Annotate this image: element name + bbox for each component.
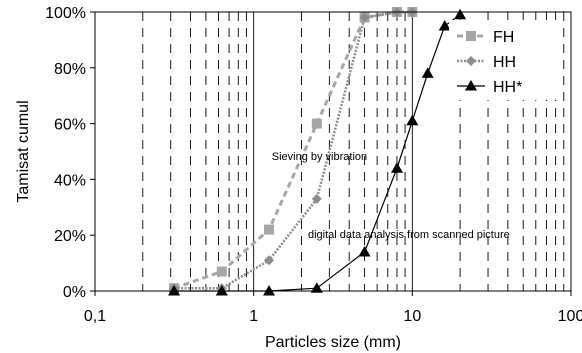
data-point [358, 245, 371, 257]
x-tick-label: 0,1 [84, 308, 106, 325]
x-axis-title: Particles size (mm) [265, 334, 401, 351]
y-tick-label: 40% [54, 172, 86, 189]
x-tick-label: 1 [249, 308, 258, 325]
data-point [264, 224, 275, 235]
annotation-text: digital data analysis from scanned pictu… [308, 229, 510, 241]
grid-layer [142, 12, 565, 291]
y-tick-label: 0% [63, 284, 86, 301]
data-point [263, 285, 276, 296]
legend-marker [466, 31, 476, 41]
plot-frame [94, 11, 572, 292]
data-point [359, 12, 370, 23]
data-point [421, 67, 434, 78]
data-point [311, 193, 322, 204]
data-point [216, 266, 227, 277]
annotation-layer: Sieving by vibration digital data analysi… [272, 151, 510, 241]
x-tick-label: 100 [558, 308, 582, 325]
y-axis-title: Tamisat cumul [15, 100, 32, 202]
data-point [454, 8, 467, 20]
y-tick-label: 100% [45, 5, 86, 22]
annotation-text: Sieving by vibration [272, 151, 367, 163]
y-tick-label: 60% [54, 117, 86, 134]
data-point [438, 19, 451, 31]
data-point [390, 162, 403, 173]
data-point [311, 118, 322, 129]
legend-marker [465, 80, 477, 91]
ticks-layer: 0% 20% 40% 60% 80% 100% 0,1 1 10 100 [45, 5, 582, 325]
data-point [264, 255, 275, 266]
legend-label: HH [493, 54, 516, 71]
y-tick-label: 80% [54, 61, 86, 78]
legend-marker [466, 56, 476, 66]
x-tick-label: 10 [403, 308, 421, 325]
legend-label: FH [493, 29, 514, 46]
data-point [310, 282, 323, 293]
legend: FH HH HH* [449, 20, 559, 100]
data-point [168, 285, 181, 296]
data-point [215, 285, 228, 296]
data-point [406, 114, 419, 126]
y-tick-label: 20% [54, 228, 86, 245]
legend-label: HH* [493, 79, 522, 96]
